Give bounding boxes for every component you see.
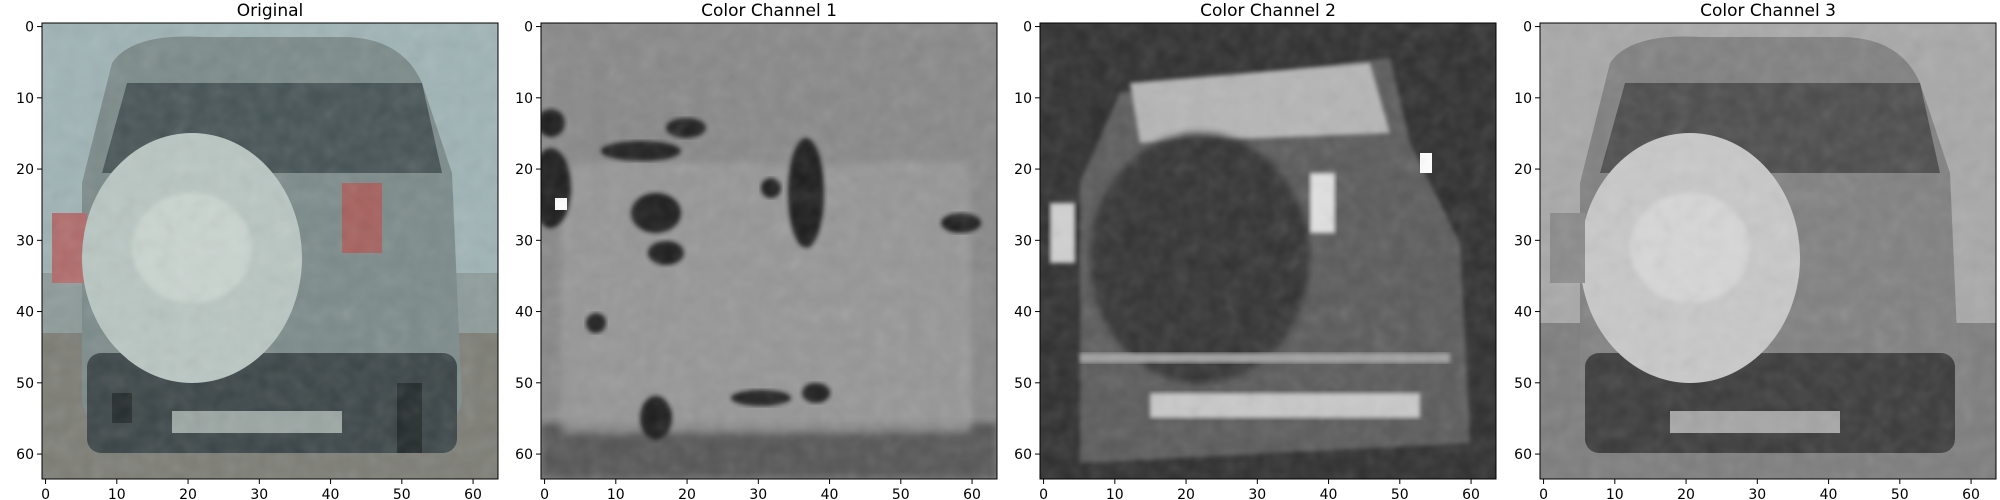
x-tick-label: 30 bbox=[1748, 487, 1766, 500]
x-tick-label: 0 bbox=[1539, 487, 1548, 500]
x-tick-label: 30 bbox=[749, 487, 767, 500]
panel-image bbox=[42, 23, 498, 479]
y-tick-label: 50 bbox=[515, 376, 533, 392]
x-tick-label: 0 bbox=[1039, 487, 1048, 500]
x-tick-label: 30 bbox=[250, 487, 268, 500]
y-tick-label: 60 bbox=[1514, 447, 1532, 463]
y-tick-label: 20 bbox=[16, 162, 34, 178]
y-tick-label: 30 bbox=[1014, 233, 1032, 249]
y-tick-label: 10 bbox=[16, 91, 34, 107]
panel-image bbox=[1540, 23, 1996, 479]
x-tick-label: 10 bbox=[1106, 487, 1124, 500]
panel-1: Original 0 10 20 30 40 50 60 0 10 20 30 40 50 60 bbox=[16, 1, 499, 500]
y-tick-label: 40 bbox=[1014, 305, 1032, 321]
x-tick-label: 50 bbox=[1891, 487, 1909, 500]
y-tick-label: 10 bbox=[1014, 91, 1032, 107]
y-tick-label: 50 bbox=[1014, 376, 1032, 392]
y-tick-label: 20 bbox=[1014, 162, 1032, 178]
y-tick-label: 10 bbox=[515, 91, 533, 107]
axes-frame bbox=[1539, 22, 1997, 480]
x-tick-label: 40 bbox=[1820, 487, 1838, 500]
x-tick-label: 60 bbox=[464, 487, 482, 500]
x-tick-label: 50 bbox=[393, 487, 411, 500]
y-tick-label: 60 bbox=[1014, 447, 1032, 463]
x-tick-label: 0 bbox=[41, 487, 50, 500]
x-tick-label: 40 bbox=[322, 487, 340, 500]
x-tick-label: 60 bbox=[1462, 487, 1480, 500]
y-tick-label: 60 bbox=[515, 447, 533, 463]
x-tick-label: 0 bbox=[540, 487, 549, 500]
y-tick-label: 30 bbox=[16, 233, 34, 249]
x-tick-label: 20 bbox=[678, 487, 696, 500]
y-tick-label: 40 bbox=[515, 305, 533, 321]
x-tick-label: 40 bbox=[1320, 487, 1338, 500]
y-tick-label: 0 bbox=[524, 20, 533, 36]
x-tick-label: 40 bbox=[821, 487, 839, 500]
y-tick-label: 0 bbox=[1023, 20, 1032, 36]
x-tick-label: 10 bbox=[1606, 487, 1624, 500]
panel-3: Color Channel 2 0 10 20 30 40 50 60 0 10 20 30 40 50 6… bbox=[1014, 1, 1497, 500]
x-tick-label: 60 bbox=[963, 487, 981, 500]
y-tick-label: 50 bbox=[16, 376, 34, 392]
x-tick-label: 20 bbox=[1177, 487, 1195, 500]
x-tick-label: 60 bbox=[1962, 487, 1980, 500]
panel-title: Color Channel 1 bbox=[701, 1, 837, 21]
x-tick-label: 50 bbox=[892, 487, 910, 500]
panel-image bbox=[541, 23, 997, 479]
y-tick-label: 10 bbox=[1514, 91, 1532, 107]
axes-frame bbox=[41, 22, 499, 480]
x-tick-label: 20 bbox=[1677, 487, 1695, 500]
x-tick-label: 30 bbox=[1248, 487, 1266, 500]
panel-4: Color Channel 3 0 10 20 30 40 50 60 0 10 20 30 40 50 6… bbox=[1514, 1, 1997, 500]
y-tick-label: 20 bbox=[1514, 162, 1532, 178]
y-tick-label: 0 bbox=[25, 20, 34, 36]
y-tick-label: 40 bbox=[16, 305, 34, 321]
panel-title: Color Channel 2 bbox=[1200, 1, 1336, 21]
panel-title: Color Channel 3 bbox=[1700, 1, 1836, 21]
y-tick-label: 0 bbox=[1523, 20, 1532, 36]
panel-title: Original bbox=[237, 1, 304, 21]
x-tick-label: 10 bbox=[607, 487, 625, 500]
panel-image bbox=[1040, 23, 1496, 479]
y-tick-label: 30 bbox=[1514, 233, 1532, 249]
axes-frame bbox=[1039, 22, 1497, 480]
panel-2: Color Channel 1 0 10 20 30 40 50 60 0 10 20 30 40 50 6… bbox=[515, 1, 998, 500]
x-tick-label: 50 bbox=[1391, 487, 1409, 500]
y-tick-label: 60 bbox=[16, 447, 34, 463]
x-tick-label: 10 bbox=[108, 487, 126, 500]
y-tick-label: 40 bbox=[1514, 305, 1532, 321]
x-tick-label: 20 bbox=[179, 487, 197, 500]
y-tick-label: 20 bbox=[515, 162, 533, 178]
y-tick-label: 30 bbox=[515, 233, 533, 249]
axes-frame bbox=[540, 22, 998, 480]
y-tick-label: 50 bbox=[1514, 376, 1532, 392]
